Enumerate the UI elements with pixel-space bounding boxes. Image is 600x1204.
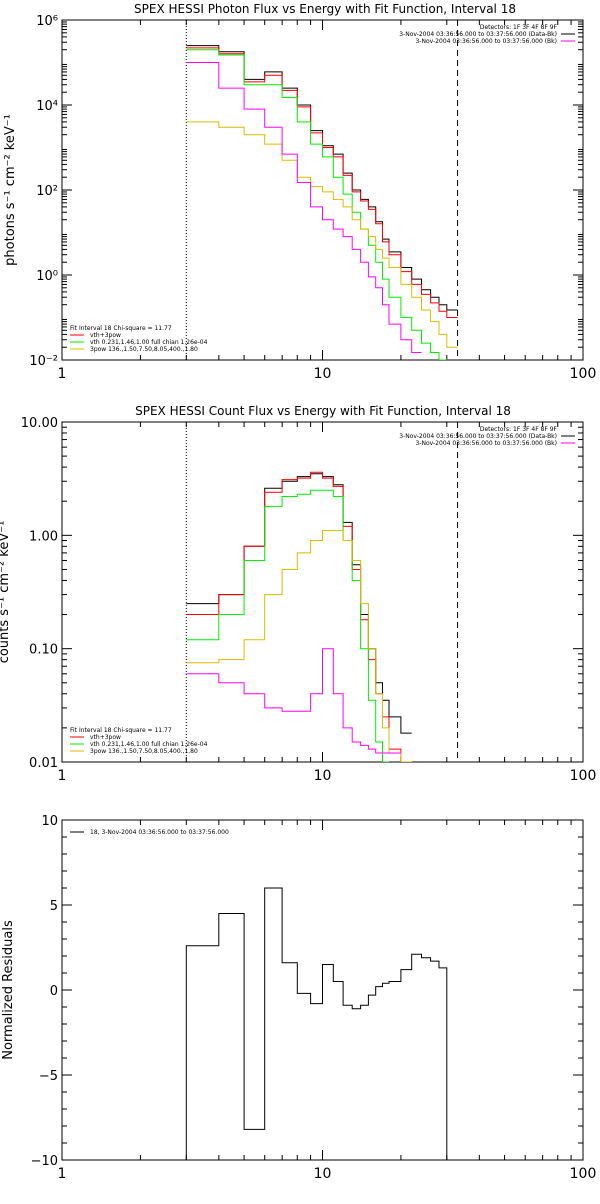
count-flux-legend-bottom: Fit Interval 18 Chi-square = 11.77vth+3p…: [70, 727, 208, 755]
fit-legend-header: Fit Interval 18 Chi-square = 11.77: [70, 325, 172, 332]
y-tick-label: 0: [50, 984, 58, 999]
count-flux-ylabel: counts s⁻¹ cm⁻² keV⁻¹: [0, 521, 12, 664]
photon-flux-series: [186, 45, 458, 360]
series-line-1: [186, 471, 412, 762]
photon-flux-legend-bottom: Fit Interval 18 Chi-square = 11.77vth+3p…: [70, 325, 208, 353]
y-tick-label: 10: [41, 814, 58, 829]
fit-legend-label: 3pow 136.,1.50,7.50,8.05,400.,1.80: [90, 748, 198, 755]
x-tick-label: 100: [570, 768, 597, 784]
series-line-2: [186, 49, 448, 360]
series-line-1: [186, 47, 458, 318]
photon-flux-ticks: 1 10 100 10⁻² 10⁰ 10² 10⁴ 10⁶: [29, 14, 596, 382]
y-tick-label: 10²: [36, 184, 58, 199]
y-tick-label: 10⁴: [36, 99, 58, 114]
count-flux-title: SPEX HESSI Count Flux vs Energy with Fit…: [135, 404, 511, 418]
count-flux-legend-top: Detectors: 1F 3F 4F 8F 9F3-Nov-2004 03:3…: [399, 426, 575, 447]
photon-flux-title: SPEX HESSI Photon Flux vs Energy with Fi…: [134, 2, 516, 16]
y-tick-label: −5: [39, 1069, 58, 1084]
y-tick-label: 10⁶: [36, 14, 58, 29]
series-line-3: [186, 530, 412, 762]
fit-legend-header: Fit Interval 18 Chi-square = 11.77: [70, 727, 172, 734]
legend-entry-label: 3-Nov-2004 03:36:56.000 to 03:37:56.000 …: [415, 38, 557, 45]
residuals-series: [185, 887, 448, 1160]
y-tick-label: 10⁰: [36, 269, 58, 284]
x-tick-label: 100: [570, 1166, 597, 1182]
x-tick-label: 1: [58, 1166, 67, 1182]
detectors-label: Detectors: 1F 3F 4F 8F 9F: [480, 426, 558, 433]
detectors-label: Detectors: 1F 3F 4F 8F 9F: [480, 24, 558, 31]
fit-legend-label: vth 0.231,1.46,1.00 full chian 1.26e-04: [90, 741, 208, 748]
series-line-3: [186, 121, 458, 348]
y-tick-label: −10: [31, 1154, 58, 1169]
series-line-4: [186, 648, 401, 754]
count-flux-ticks: 1 10 100 0.01 0.10 1.00 10.00: [21, 416, 597, 784]
fit-legend-label: vth 0.231,1.46,1.00 full chian 1.26e-04: [90, 339, 208, 346]
y-tick-label: 0.10: [29, 643, 58, 658]
series-line-2: [186, 489, 389, 762]
fit-legend-label: vth+3pow: [90, 332, 121, 339]
y-tick-label: 10⁻²: [29, 354, 58, 369]
residuals-panel: Normalized Residuals 1 10 100 −10 −5 0 5 10 18,…: [1, 814, 596, 1182]
residuals-ticks: 1 10 100 −10 −5 0 5 10: [31, 814, 597, 1182]
series-line-0: [186, 45, 458, 311]
legend-entry-label: 3-Nov-2004 03:36:56.000 to 03:37:56.000 …: [399, 433, 557, 440]
count-flux-panel: SPEX HESSI Count Flux vs Energy with Fit…: [0, 404, 596, 784]
fit-legend-label: vth+3pow: [90, 734, 121, 741]
x-tick-label: 10: [314, 768, 332, 784]
residuals-ylabel: Normalized Residuals: [1, 920, 16, 1060]
x-tick-label: 10: [314, 366, 332, 382]
x-tick-label: 1: [58, 366, 67, 382]
fit-legend-label: 3pow 136.,1.50,7.50,8.05,400.,1.80: [90, 346, 198, 353]
series-line-0: [185, 887, 448, 1160]
legend-entry-label: 18, 3-Nov-2004 03:36:56.000 to 03:37:56.…: [90, 829, 229, 836]
y-tick-label: 10.00: [21, 416, 58, 431]
y-tick-label: 1.00: [29, 529, 58, 544]
series-line-4: [186, 62, 422, 353]
x-tick-label: 10: [314, 1166, 332, 1182]
photon-flux-panel: SPEX HESSI Photon Flux vs Energy with Fi…: [3, 2, 596, 382]
y-tick-label: 5: [50, 899, 58, 914]
count-flux-vlines: [185, 422, 459, 762]
residuals-legend: 18, 3-Nov-2004 03:36:56.000 to 03:37:56.…: [70, 829, 229, 836]
count-flux-series: [186, 471, 412, 762]
legend-entry-label: 3-Nov-2004 03:36:56.000 to 03:37:56.000 …: [415, 440, 557, 447]
x-tick-label: 100: [570, 366, 597, 382]
photon-flux-legend-top: Detectors: 1F 3F 4F 8F 9F3-Nov-2004 03:3…: [399, 24, 575, 45]
legend-entry-label: 3-Nov-2004 03:36:56.000 to 03:37:56.000 …: [399, 31, 557, 38]
y-tick-label: 0.01: [29, 756, 58, 771]
photon-flux-vlines: [185, 20, 459, 360]
x-tick-label: 1: [58, 768, 67, 784]
photon-flux-ylabel: photons s⁻¹ cm⁻² keV⁻¹: [3, 114, 18, 266]
